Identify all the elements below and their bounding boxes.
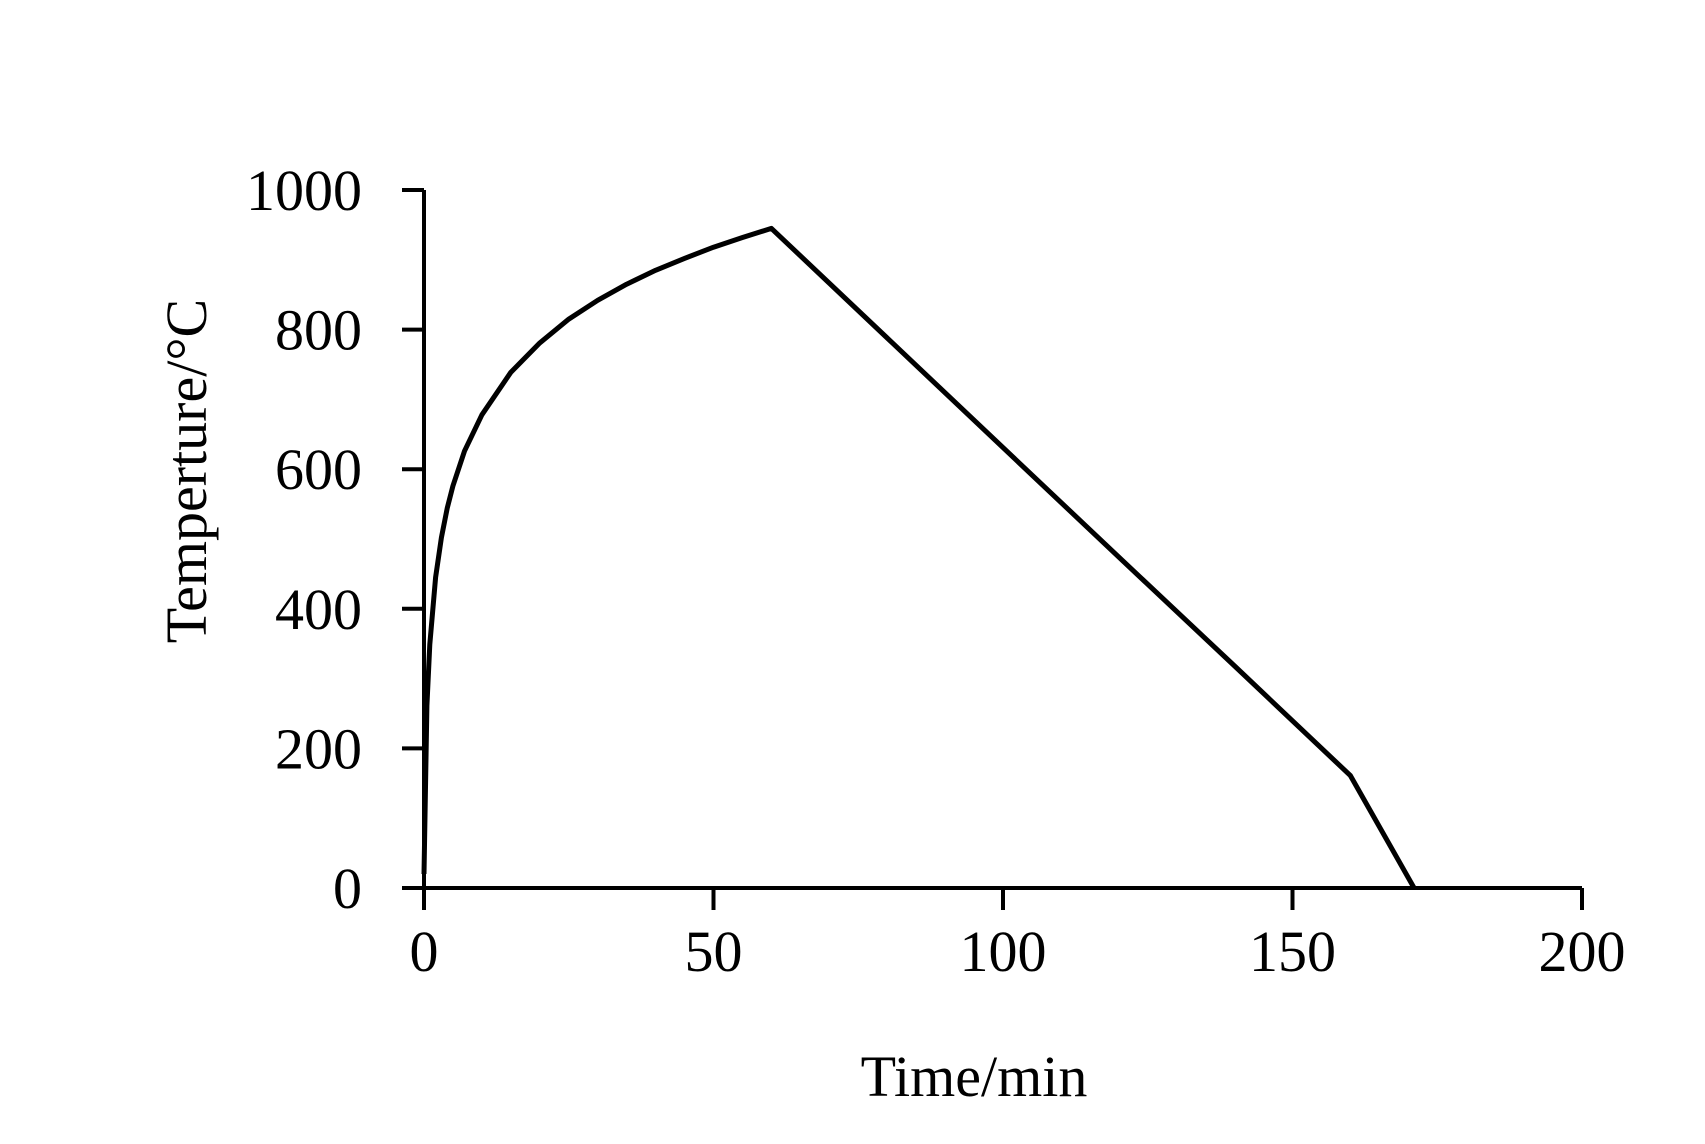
x-tick-label: 50 (685, 919, 743, 984)
y-tick-label: 800 (275, 298, 362, 363)
x-tick-label: 0 (410, 919, 439, 984)
axes (422, 190, 1582, 890)
x-tick-label: 200 (1539, 919, 1626, 984)
x-tick-label: 150 (1249, 919, 1336, 984)
y-tick-label: 600 (275, 437, 362, 502)
tick-labels: 0 50 100 150 200 0 200 400 600 800 1000 (246, 158, 1626, 984)
y-axis-title: Temperture/°C (154, 299, 219, 643)
temperature-curve (421, 225, 1417, 890)
y-tick-label: 0 (333, 856, 362, 921)
y-tick-label: 200 (275, 716, 362, 781)
ticks (402, 188, 1584, 910)
y-tick-label: 400 (275, 577, 362, 642)
x-axis-title: Time/min (861, 1044, 1088, 1109)
x-tick-label: 100 (960, 919, 1047, 984)
y-tick-label: 1000 (246, 158, 362, 223)
